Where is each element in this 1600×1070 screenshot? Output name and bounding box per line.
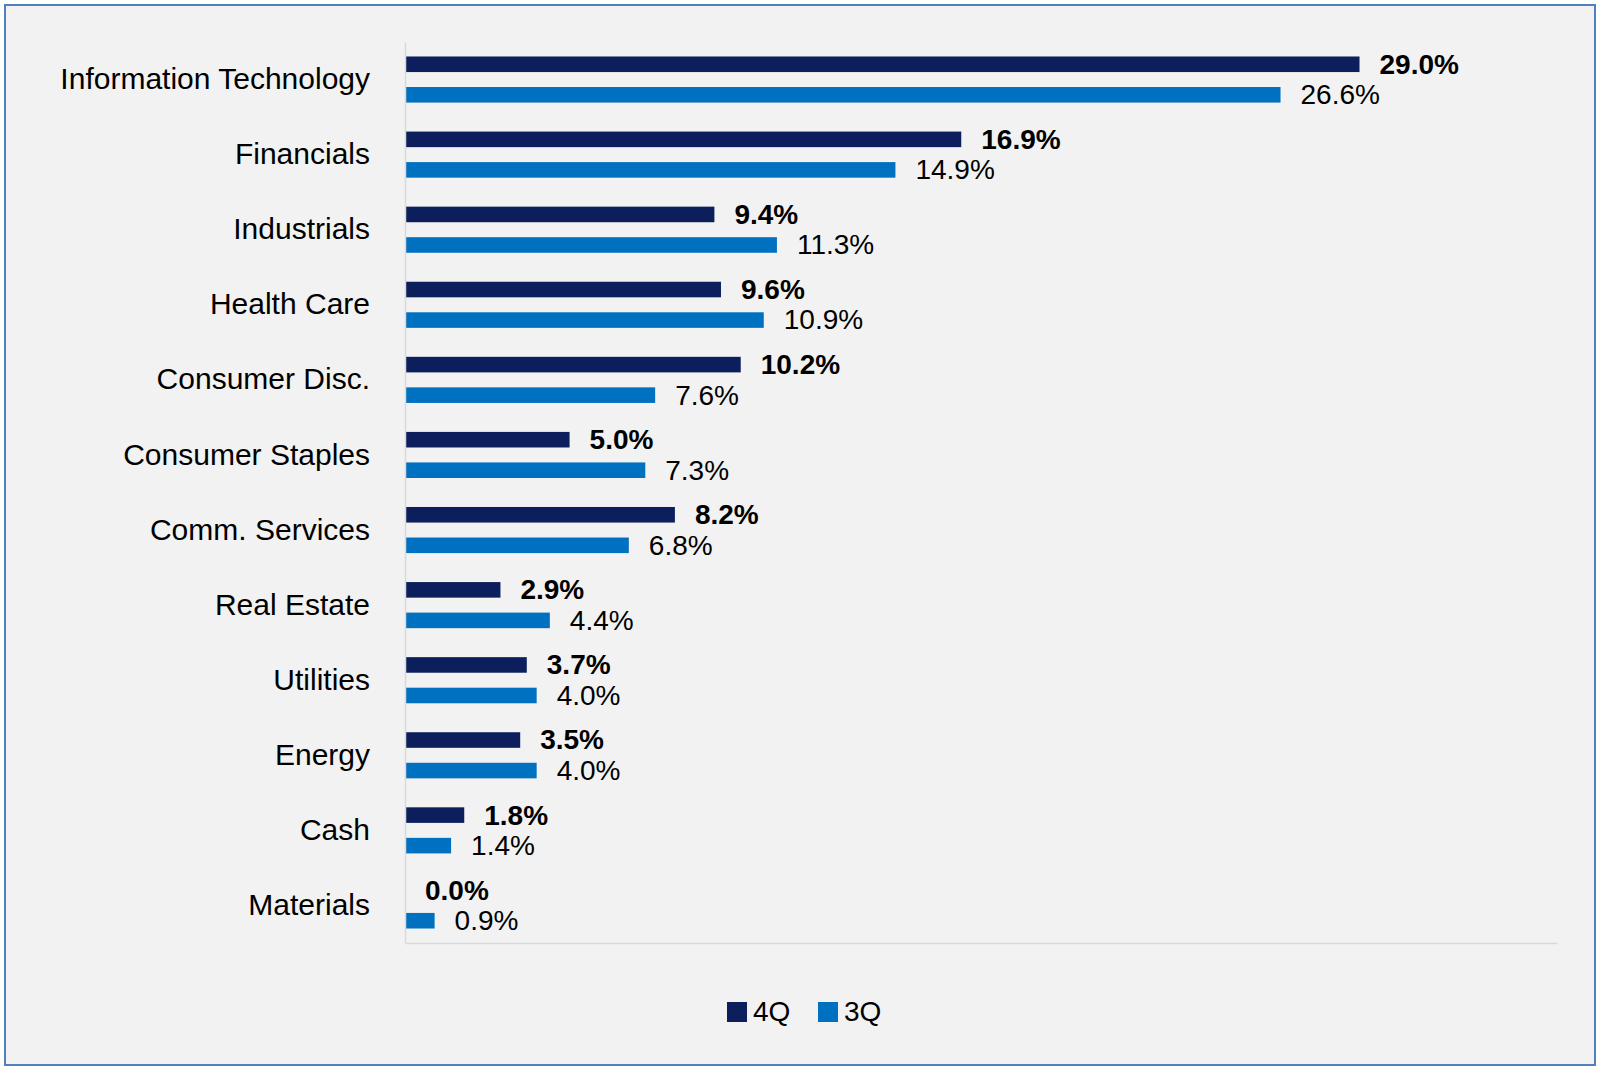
bar: [405, 432, 570, 448]
bars: [405, 56, 1360, 928]
bar: [405, 56, 1360, 72]
bar: [405, 763, 537, 779]
data-label: 8.2%: [695, 499, 759, 530]
data-label: 4.0%: [557, 755, 621, 786]
bar: [405, 807, 464, 823]
data-label: 9.4%: [734, 199, 798, 230]
y-axis: Information Technology Financials Industri…: [60, 43, 405, 944]
data-label: 14.9%: [915, 154, 994, 185]
bar: [405, 357, 741, 373]
y-tick: Energy: [275, 738, 405, 771]
data-label: 11.3%: [797, 229, 874, 260]
y-tick-label: Consumer Staples: [123, 438, 370, 471]
x-axis-line: [406, 943, 1558, 945]
data-label: 4.4%: [570, 605, 634, 636]
data-label: 0.9%: [455, 905, 519, 936]
y-tick-label: Materials: [248, 888, 370, 921]
y-tick-label: Utilities: [273, 663, 370, 696]
y-tick-label: Health Care: [210, 287, 370, 320]
bar: [405, 913, 435, 929]
y-tick-label: Consumer Disc.: [157, 362, 370, 395]
chart-frame: [5, 5, 1595, 1065]
data-label: 2.9%: [520, 574, 584, 605]
bar: [405, 312, 764, 328]
data-label: 4.0%: [557, 680, 621, 711]
bar: [405, 387, 655, 403]
y-tick: Health Care: [210, 287, 405, 320]
y-tick: Consumer Disc.: [157, 362, 405, 395]
bar: [405, 732, 520, 748]
legend: 4Q 3Q: [727, 996, 881, 1027]
y-tick-label: Comm. Services: [150, 513, 370, 546]
y-tick: Comm. Services: [150, 513, 405, 546]
y-tick-label: Energy: [275, 738, 370, 771]
bar: [405, 582, 500, 598]
legend-swatch: [727, 1002, 747, 1022]
y-tick: Information Technology: [60, 62, 405, 95]
bar: [405, 162, 895, 178]
y-tick: Utilities: [273, 663, 405, 696]
data-label: 29.0%: [1380, 49, 1459, 80]
legend-item: 4Q: [727, 996, 790, 1027]
data-labels: 29.0% 16.9% 9.4% 9.6% 10.2% 5.0% 8.2% 2.9% 3.7% 3…: [425, 49, 1459, 936]
data-label: 10.9%: [784, 304, 863, 335]
bar: [405, 838, 451, 854]
y-tick-label: Industrials: [233, 212, 370, 245]
legend-label: 4Q: [753, 996, 790, 1027]
data-label: 16.9%: [981, 124, 1060, 155]
data-label: 9.6%: [741, 274, 805, 305]
bar: [405, 132, 961, 148]
bar: [405, 207, 714, 223]
y-tick-label: Cash: [300, 813, 370, 846]
data-label: 26.6%: [1301, 79, 1380, 110]
y-tick: Materials: [248, 888, 405, 921]
legend-swatch: [818, 1002, 838, 1022]
bar: [405, 538, 629, 554]
data-label: 7.6%: [675, 380, 739, 411]
bar: [405, 657, 527, 673]
bar: [405, 462, 645, 478]
bar: [405, 237, 777, 253]
legend-item: 3Q: [818, 996, 881, 1027]
y-tick: Industrials: [233, 212, 405, 245]
x-axis: [406, 943, 1558, 944]
bar: [405, 613, 550, 629]
y-axis-line: [405, 43, 407, 944]
bar: [405, 688, 537, 704]
bar: [405, 507, 675, 523]
bar: [405, 87, 1281, 103]
y-tick: Financials: [235, 137, 405, 170]
y-tick: Cash: [300, 813, 405, 846]
data-label: 7.3%: [665, 455, 729, 486]
y-tick: Consumer Staples: [123, 438, 405, 471]
y-tick: Real Estate: [215, 588, 405, 621]
bar: [405, 282, 721, 298]
y-tick-label: Financials: [235, 137, 370, 170]
data-label: 10.2%: [761, 349, 840, 380]
data-label: 3.7%: [547, 649, 611, 680]
data-label: 1.4%: [471, 830, 535, 861]
y-tick-label: Real Estate: [215, 588, 370, 621]
data-label: 1.8%: [484, 800, 548, 831]
data-label: 3.5%: [540, 724, 604, 755]
data-label: 6.8%: [649, 530, 713, 561]
data-label: 0.0%: [425, 875, 489, 906]
y-tick-label: Information Technology: [60, 62, 370, 95]
data-label: 5.0%: [590, 424, 654, 455]
chart-root: Information Technology Financials Industri…: [0, 0, 1600, 1070]
legend-label: 3Q: [844, 996, 881, 1027]
